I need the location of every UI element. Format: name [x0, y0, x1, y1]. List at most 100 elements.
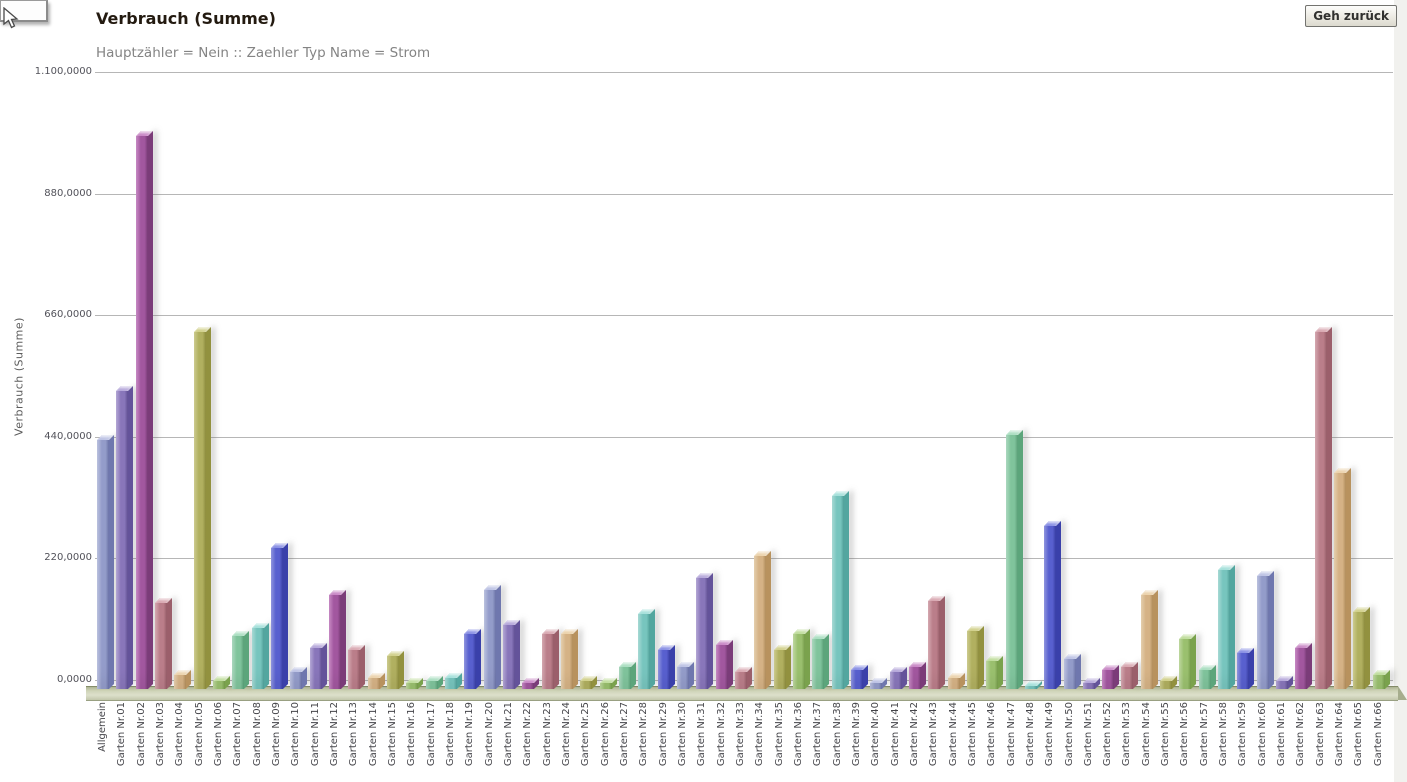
bar-garten-nr-53[interactable] [1121, 661, 1139, 689]
bar-front-face [966, 630, 979, 689]
bar-garten-nr-04[interactable] [174, 670, 192, 689]
bar-side-face [1326, 327, 1332, 689]
x-tick-label-garten-nr-48: Garten Nr.48 [1024, 702, 1036, 767]
x-tick-label-garten-nr-05: Garten Nr.05 [193, 702, 205, 767]
bar-garten-nr-24[interactable] [560, 628, 578, 689]
bar-side-face [1133, 661, 1139, 689]
bar-garten-nr-55[interactable] [1160, 675, 1178, 689]
bar-garten-nr-05[interactable] [193, 327, 211, 689]
chart-title: Verbrauch (Summe) [96, 9, 276, 28]
bar-garten-nr-22[interactable] [522, 678, 540, 689]
bar-garten-nr-39[interactable] [850, 664, 868, 689]
bar-garten-nr-18[interactable] [444, 672, 462, 689]
x-tick-label-garten-nr-10: Garten Nr.10 [290, 702, 302, 767]
bar-front-face [212, 680, 225, 689]
bar-side-face [1346, 468, 1352, 689]
bar-front-face [734, 672, 747, 689]
x-tick-label-garten-nr-47: Garten Nr.47 [1005, 702, 1017, 767]
bar-garten-nr-27[interactable] [618, 661, 636, 689]
bar-garten-nr-49[interactable] [1044, 520, 1062, 689]
bar-garten-nr-57[interactable] [1198, 664, 1216, 689]
bar-garten-nr-56[interactable] [1179, 634, 1197, 689]
bar-garten-nr-26[interactable] [599, 678, 617, 689]
bar-garten-nr-64[interactable] [1334, 468, 1352, 689]
x-tick-label-garten-nr-62: Garten Nr.62 [1295, 702, 1307, 767]
bar-garten-nr-32[interactable] [715, 639, 733, 689]
bar-side-face [128, 385, 134, 689]
bar-garten-nr-40[interactable] [870, 678, 888, 689]
bar-garten-nr-58[interactable] [1218, 565, 1236, 689]
bar-garten-nr-14[interactable] [367, 672, 385, 689]
bar-front-face [270, 548, 283, 689]
bar-garten-nr-12[interactable] [328, 590, 346, 689]
bar-garten-nr-37[interactable] [812, 634, 830, 689]
mouse-cursor-icon [3, 7, 19, 29]
bar-garten-nr-23[interactable] [541, 628, 559, 689]
bar-front-face [1218, 570, 1231, 689]
back-button[interactable]: Geh zurück [1305, 5, 1397, 27]
bar-side-face [321, 642, 327, 689]
bar-garten-nr-06[interactable] [212, 675, 230, 689]
bar-garten-nr-13[interactable] [348, 645, 366, 689]
bar-side-face [147, 131, 153, 689]
bar-garten-nr-41[interactable] [889, 667, 907, 689]
gridline [95, 315, 1393, 317]
bar-garten-nr-38[interactable] [831, 490, 849, 689]
bar-garten-nr-51[interactable] [1082, 678, 1100, 689]
bar-garten-nr-15[interactable] [386, 650, 404, 689]
bar-front-face [560, 633, 573, 689]
bar-garten-nr-02[interactable] [135, 131, 153, 689]
bar-garten-nr-42[interactable] [908, 661, 926, 689]
bar-garten-nr-50[interactable] [1063, 653, 1081, 689]
bar-garten-nr-52[interactable] [1102, 664, 1120, 689]
bar-garten-nr-21[interactable] [502, 620, 520, 689]
bar-front-face [135, 136, 148, 689]
bar-garten-nr-34[interactable] [754, 551, 772, 689]
bar-front-face [251, 628, 264, 689]
bar-garten-nr-36[interactable] [792, 628, 810, 689]
bar-garten-nr-48[interactable] [1024, 681, 1042, 689]
x-tick-label-garten-nr-25: Garten Nr.25 [580, 702, 592, 767]
bar-side-face [456, 672, 462, 689]
bar-garten-nr-60[interactable] [1256, 570, 1274, 689]
bar-garten-nr-30[interactable] [676, 661, 694, 689]
x-tick-label-garten-nr-50: Garten Nr.50 [1063, 702, 1075, 767]
bar-garten-nr-63[interactable] [1314, 327, 1332, 689]
bar-front-face [232, 636, 245, 689]
bar-garten-nr-54[interactable] [1140, 590, 1158, 689]
bar-garten-nr-16[interactable] [406, 678, 424, 689]
bar-garten-nr-44[interactable] [947, 672, 965, 689]
x-tick-label-garten-nr-57: Garten Nr.57 [1198, 702, 1210, 767]
bar-garten-nr-10[interactable] [290, 667, 308, 689]
bar-front-face [676, 666, 689, 689]
bar-garten-nr-28[interactable] [638, 609, 656, 689]
y-tick-label: 880,0000 [44, 187, 92, 199]
bar-garten-nr-03[interactable] [154, 598, 172, 689]
bar-garten-nr-47[interactable] [1005, 429, 1023, 689]
bar-garten-nr-17[interactable] [425, 675, 443, 689]
bar-garten-nr-07[interactable] [232, 631, 250, 689]
bar-garten-nr-08[interactable] [251, 623, 269, 689]
bar-garten-nr-45[interactable] [966, 625, 984, 689]
bar-garten-nr-59[interactable] [1237, 648, 1255, 689]
bar-garten-nr-29[interactable] [657, 645, 675, 689]
bar-garten-nr-25[interactable] [580, 675, 598, 689]
bar-garten-nr-43[interactable] [928, 595, 946, 689]
bar-garten-nr-65[interactable] [1353, 606, 1371, 689]
bar-garten-nr-09[interactable] [270, 543, 288, 689]
bar-garten-nr-20[interactable] [483, 584, 501, 689]
bar-garten-nr-19[interactable] [464, 628, 482, 689]
bar-garten-nr-33[interactable] [734, 667, 752, 689]
bar-allgemein[interactable] [97, 435, 114, 689]
bar-side-face [1365, 606, 1371, 689]
bar-garten-nr-11[interactable] [309, 642, 327, 689]
bar-garten-nr-66[interactable] [1372, 670, 1390, 689]
bar-garten-nr-46[interactable] [986, 656, 1004, 689]
bar-garten-nr-35[interactable] [773, 645, 791, 689]
bar-side-face [824, 634, 830, 689]
bar-garten-nr-61[interactable] [1276, 675, 1294, 689]
bar-garten-nr-31[interactable] [696, 573, 714, 689]
bar-garten-nr-01[interactable] [116, 385, 134, 689]
y-tick-label: 220,0000 [44, 552, 92, 564]
bar-garten-nr-62[interactable] [1295, 642, 1313, 689]
